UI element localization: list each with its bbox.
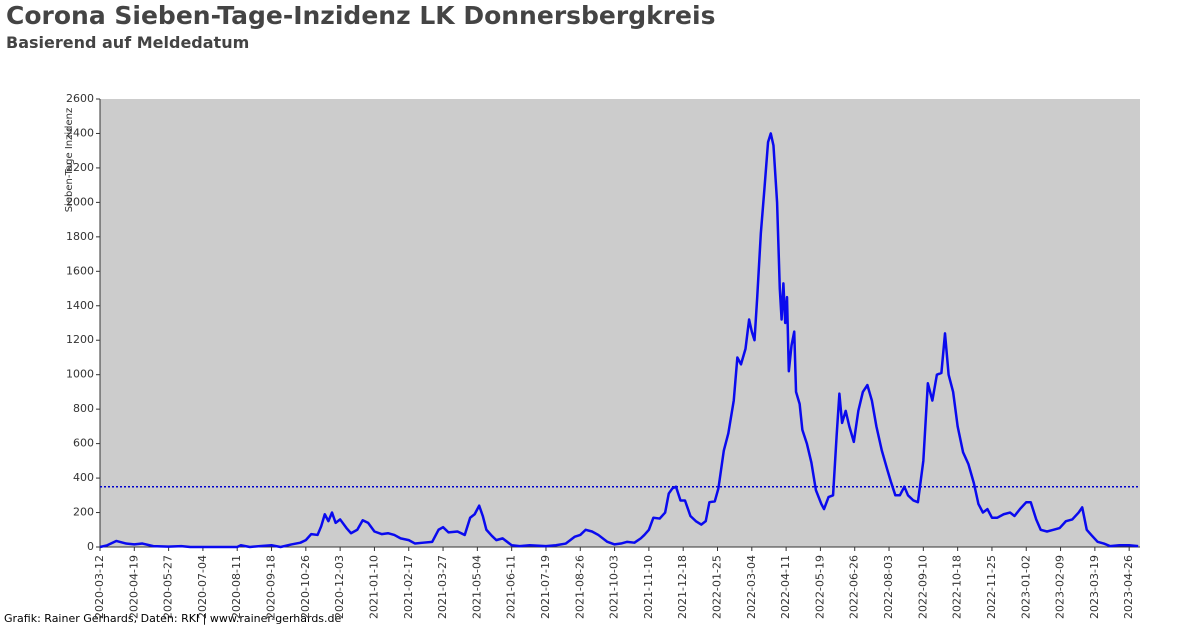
y-tick-label: 2600 (66, 92, 94, 105)
x-tick-label: 2022-09-10 (916, 555, 929, 619)
x-tick-label: 2022-11-25 (985, 555, 998, 619)
x-tick-label: 2022-10-18 (951, 555, 964, 619)
x-tick-label: 2020-03-12 (93, 555, 106, 619)
x-tick-label: 2022-03-04 (745, 555, 758, 619)
x-tick-label: 2020-12-03 (333, 555, 346, 619)
footer: Grafik: Rainer Gerhards, Daten: RKI | ww… (4, 612, 342, 625)
x-tick-label: 2021-01-10 (367, 555, 380, 619)
x-tick-label: 2021-12-18 (676, 555, 689, 619)
x-tick-label: 2020-04-19 (127, 555, 140, 619)
y-tick-label: 800 (73, 402, 94, 415)
x-tick-label: 2021-08-26 (573, 555, 586, 619)
x-tick-label: 2022-05-19 (813, 555, 826, 619)
y-tick-label: 2200 (66, 161, 94, 174)
y-tick-label: 1600 (66, 264, 94, 277)
y-tick-label: 0 (87, 540, 94, 553)
chart-subtitle: Basierend auf Meldedatum (6, 33, 249, 52)
x-tick-label: 2023-03-19 (1088, 555, 1101, 619)
x-tick-label: 2022-04-11 (779, 555, 792, 619)
y-axis-label: Sieben-Tage Inzidenz (64, 108, 75, 212)
y-tick-label: 200 (73, 506, 94, 519)
y-tick-label: 1200 (66, 333, 94, 346)
x-tick-label: 2020-07-04 (196, 555, 209, 619)
y-tick-label: 1000 (66, 368, 94, 381)
x-tick-label: 2020-09-18 (265, 555, 278, 619)
x-tick-label: 2020-05-27 (162, 555, 175, 619)
plot-area (100, 99, 1140, 547)
x-tick-label: 2021-03-27 (436, 555, 449, 619)
y-tick-label: 600 (73, 437, 94, 450)
y-tick-label: 2000 (66, 195, 94, 208)
x-tick-label: 2020-08-11 (230, 555, 243, 619)
y-tick-label: 1800 (66, 230, 94, 243)
x-tick-label: 2022-06-26 (848, 555, 861, 619)
y-tick-label: 400 (73, 471, 94, 484)
x-tick-label: 2022-01-25 (711, 555, 724, 619)
x-tick-label: 2023-02-09 (1054, 555, 1067, 619)
x-tick-label: 2020-10-26 (299, 555, 312, 619)
x-tick-label: 2021-05-04 (470, 555, 483, 619)
x-tick-label: 2021-07-19 (539, 555, 552, 619)
chart-title: Corona Sieben-Tage-Inzidenz LK Donnersbe… (6, 1, 715, 30)
data-line (99, 132, 1139, 549)
x-tick-label: 2021-11-10 (642, 555, 655, 619)
x-tick-label: 2021-10-03 (608, 555, 621, 619)
x-tick-label: 2021-02-17 (402, 555, 415, 619)
x-tick-label: 2023-01-02 (1019, 555, 1032, 619)
x-tick-label: 2023-04-26 (1122, 555, 1135, 619)
y-tick-label: 1400 (66, 299, 94, 312)
x-tick-label: 2022-08-03 (882, 555, 895, 619)
x-tick-label: 2021-06-11 (505, 555, 518, 619)
y-tick-label: 2400 (66, 126, 94, 139)
